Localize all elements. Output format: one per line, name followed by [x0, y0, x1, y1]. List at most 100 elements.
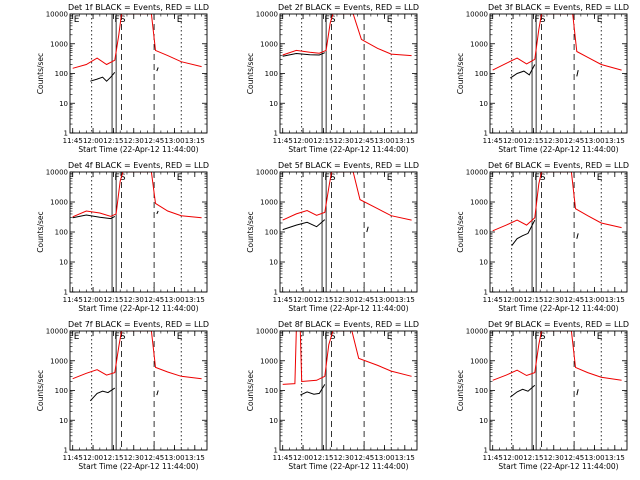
- y-tick-label: 1: [484, 130, 488, 138]
- lld-series-line: [72, 172, 202, 219]
- x-tick-label: 12:45: [564, 454, 584, 462]
- x-axis-label: Start Time (22-Apr-12 11:44:00): [498, 145, 618, 154]
- y-tick-label: 1: [64, 289, 68, 297]
- x-tick-label: 13:15: [185, 454, 205, 462]
- x-tick-label: 13:00: [374, 296, 394, 304]
- x-tick-label: 12:15: [313, 296, 333, 304]
- y-tick-label: 1: [274, 289, 278, 297]
- y-tick-label: 1: [484, 447, 488, 455]
- marker-label: S: [540, 332, 546, 342]
- x-tick-label: 12:30: [544, 137, 564, 145]
- panel-title: Det 4f BLACK = Events, RED = LLD: [68, 161, 209, 170]
- y-axis-label: Counts/sec: [246, 370, 255, 411]
- events-series-line: [90, 71, 116, 82]
- marker-label: F: [324, 173, 329, 183]
- chart-panel-1: Det 1f BLACK = Events, RED = LLD 1 10 100 10…: [36, 3, 209, 154]
- chart-panel-9: Det 9f BLACK = Events, RED = LLD 1 10 100 10…: [456, 320, 629, 471]
- y-tick-label: 10000: [256, 169, 278, 177]
- lld-series-line: [492, 331, 622, 381]
- x-tick-label: 11:45: [63, 137, 83, 145]
- marker-label: F: [114, 332, 119, 342]
- y-tick-label: 100: [55, 229, 68, 237]
- y-tick-label: 10000: [466, 169, 488, 177]
- y-tick-label: 100: [265, 229, 278, 237]
- y-tick-label: 1000: [260, 40, 278, 48]
- panel-title: Det 3f BLACK = Events, RED = LLD: [488, 3, 629, 12]
- plot-frame: [279, 13, 418, 134]
- x-tick-label: 12:30: [334, 296, 354, 304]
- marker-label: F: [114, 173, 119, 183]
- marker-label: F: [324, 15, 329, 25]
- x-tick-label: 12:15: [523, 137, 543, 145]
- x-tick-label: 12:15: [523, 296, 543, 304]
- events-series-line: [366, 226, 369, 233]
- y-tick-label: 10000: [256, 328, 278, 336]
- events-series-line: [72, 214, 116, 220]
- y-tick-label: 1000: [470, 357, 488, 365]
- x-tick-label: 11:45: [273, 137, 293, 145]
- marker-label: E: [177, 173, 183, 183]
- y-axis-label: Counts/sec: [456, 53, 465, 94]
- x-tick-label: 12:00: [83, 454, 103, 462]
- plot-frame: [489, 171, 628, 293]
- marker-label: S: [120, 332, 126, 342]
- y-tick-label: 10: [479, 417, 488, 425]
- x-tick-label: 12:00: [503, 296, 523, 304]
- panel-title: Det 7f BLACK = Events, RED = LLD: [68, 320, 209, 329]
- x-tick-label: 12:00: [293, 454, 313, 462]
- x-tick-label: 12:00: [293, 137, 313, 145]
- x-tick-label: 12:30: [544, 454, 564, 462]
- plot-frame: [279, 330, 418, 451]
- x-tick-label: 12:45: [564, 137, 584, 145]
- events-series-line: [156, 210, 159, 215]
- chart-panel-8: Det 8f BLACK = Events, RED = LLD 1 10 100 10…: [246, 320, 419, 471]
- marker-label: S: [330, 332, 336, 342]
- marker-label: E: [177, 332, 183, 342]
- x-tick-label: 12:45: [144, 296, 164, 304]
- x-tick-label: 13:15: [395, 137, 415, 145]
- marker-label: E: [387, 15, 393, 25]
- y-axis-label: Counts/sec: [246, 53, 255, 94]
- events-series-line: [509, 384, 536, 398]
- marker-label: S: [330, 173, 336, 183]
- x-tick-label: 12:30: [124, 137, 144, 145]
- events-series-line: [576, 233, 579, 239]
- events-series-line: [576, 389, 579, 396]
- x-axis-label: Start Time (22-Apr-12 11:44:00): [498, 462, 618, 471]
- x-tick-label: 12:45: [144, 454, 164, 462]
- events-series-line: [511, 219, 536, 247]
- panel-title: Det 2f BLACK = Events, RED = LLD: [278, 3, 419, 12]
- y-tick-label: 1: [274, 447, 278, 455]
- x-tick-label: 13:15: [605, 137, 625, 145]
- y-tick-label: 1: [64, 447, 68, 455]
- x-tick-label: 12:00: [503, 137, 523, 145]
- x-tick-label: 13:15: [185, 137, 205, 145]
- x-tick-label: 11:45: [63, 454, 83, 462]
- y-tick-label: 10: [269, 417, 278, 425]
- x-axis-label: Start Time (22-Apr-12 11:44:00): [288, 462, 408, 471]
- y-axis-label: Counts/sec: [36, 53, 45, 94]
- x-axis-label: Start Time (22-Apr-12 11:44:00): [498, 304, 618, 313]
- x-tick-label: 12:15: [103, 296, 123, 304]
- y-tick-label: 10000: [466, 328, 488, 336]
- y-tick-label: 100: [55, 387, 68, 395]
- x-tick-label: 12:00: [83, 137, 103, 145]
- y-tick-label: 1000: [50, 199, 68, 207]
- events-series-line: [576, 69, 579, 77]
- y-tick-label: 1000: [470, 40, 488, 48]
- y-tick-label: 10: [59, 259, 68, 267]
- x-tick-label: 11:45: [483, 296, 503, 304]
- marker-label: E: [74, 332, 80, 342]
- y-tick-label: 1000: [260, 357, 278, 365]
- lld-series-line: [282, 172, 412, 221]
- x-tick-label: 12:00: [83, 296, 103, 304]
- lld-series-line: [72, 14, 202, 69]
- y-tick-label: 1000: [470, 199, 488, 207]
- x-tick-label: 12:45: [354, 137, 374, 145]
- marker-label: F: [534, 332, 539, 342]
- panel-title: Det 8f BLACK = Events, RED = LLD: [278, 320, 419, 329]
- x-tick-label: 13:00: [374, 137, 394, 145]
- x-tick-label: 13:15: [395, 454, 415, 462]
- marker-label: F: [324, 332, 329, 342]
